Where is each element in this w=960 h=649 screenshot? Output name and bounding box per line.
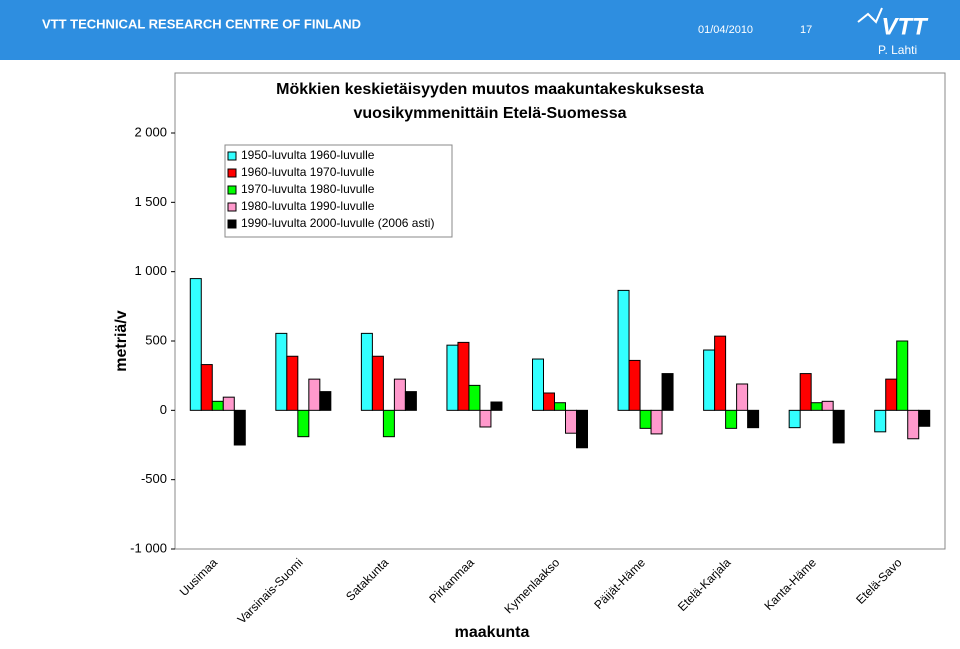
bar bbox=[714, 335, 727, 411]
bar bbox=[275, 332, 288, 411]
x-tick-label: Pirkanmaa bbox=[426, 555, 477, 606]
y-tick-label: 500 bbox=[145, 332, 167, 347]
bar bbox=[233, 409, 246, 446]
x-tick-label: Uusimaa bbox=[177, 555, 221, 599]
bar bbox=[810, 402, 823, 411]
bar bbox=[747, 409, 760, 429]
bar bbox=[832, 409, 845, 444]
bar bbox=[650, 409, 663, 435]
legend-swatch bbox=[227, 151, 237, 161]
bar bbox=[661, 373, 674, 411]
bar bbox=[821, 400, 834, 411]
x-tick-label: Etelä-Savo bbox=[853, 555, 905, 607]
legend-label: 1950-luvulta 1960-luvulle bbox=[241, 148, 375, 162]
bar bbox=[576, 409, 588, 449]
y-tick-label: -500 bbox=[141, 471, 167, 486]
bar bbox=[703, 349, 716, 411]
bar bbox=[222, 396, 235, 411]
chart-title: vuosikymmenittäin Etelä-Suomessa bbox=[354, 105, 627, 122]
bar bbox=[490, 401, 503, 411]
legend-label: 1960-luvulta 1970-luvulle bbox=[241, 165, 375, 179]
bar bbox=[885, 378, 898, 411]
bar bbox=[319, 391, 332, 411]
chart-frame bbox=[174, 72, 946, 550]
bar bbox=[565, 409, 577, 434]
bar bbox=[468, 384, 481, 411]
bar bbox=[382, 409, 395, 438]
bar bbox=[404, 391, 417, 411]
chart-title: Mökkien keskietäisyyden muutos maakuntak… bbox=[276, 81, 704, 98]
organization: VTT TECHNICAL RESEARCH CENTRE OF FINLAND bbox=[42, 16, 361, 31]
x-tick-label: Etelä-Karjala bbox=[675, 555, 734, 614]
legend-label: 1980-luvulta 1990-luvulle bbox=[241, 199, 375, 213]
bar bbox=[286, 355, 299, 411]
bar bbox=[617, 289, 630, 411]
logo: VTT bbox=[881, 13, 929, 40]
bar bbox=[189, 278, 202, 411]
bar bbox=[308, 378, 321, 411]
bar bbox=[360, 332, 373, 411]
bar bbox=[799, 373, 812, 411]
bar bbox=[639, 409, 652, 429]
legend-label: 1990-luvulta 2000-luvulle (2006 asti) bbox=[241, 216, 434, 230]
bar bbox=[874, 409, 887, 433]
x-tick-label: Satakunta bbox=[343, 555, 391, 603]
y-tick-label: 1 000 bbox=[134, 263, 167, 278]
logo-swoosh bbox=[857, 7, 883, 24]
bar bbox=[628, 359, 641, 411]
header-bar bbox=[0, 0, 960, 60]
author: P. Lahti bbox=[878, 43, 917, 57]
y-axis-label: metriä/v bbox=[113, 310, 130, 371]
bar bbox=[554, 402, 566, 411]
bar bbox=[479, 409, 492, 428]
y-tick-label: 0 bbox=[160, 402, 167, 417]
y-tick-label: 1 500 bbox=[134, 194, 167, 209]
page-number: 17 bbox=[800, 24, 812, 36]
legend-swatch bbox=[227, 185, 237, 195]
x-axis-label: maakunta bbox=[455, 624, 530, 641]
y-tick-label: -1 000 bbox=[130, 540, 167, 555]
date: 01/04/2010 bbox=[698, 24, 753, 36]
x-tick-label: Päijät-Häme bbox=[591, 555, 648, 612]
bar bbox=[543, 392, 555, 411]
x-tick-label: Varsinais-Suomi bbox=[235, 555, 306, 626]
bar bbox=[896, 340, 909, 411]
legend bbox=[224, 144, 453, 238]
bar bbox=[907, 409, 920, 440]
legend-swatch bbox=[227, 219, 237, 229]
bar bbox=[446, 344, 459, 411]
bar bbox=[371, 355, 384, 411]
x-tick-label: Kanta-Häme bbox=[761, 555, 819, 613]
bar bbox=[736, 383, 749, 411]
bar bbox=[211, 400, 224, 411]
bar bbox=[200, 364, 213, 411]
legend-swatch bbox=[227, 168, 237, 178]
legend-swatch bbox=[227, 202, 237, 212]
bar bbox=[918, 409, 931, 427]
bar bbox=[725, 409, 738, 429]
bar bbox=[532, 358, 544, 411]
legend-label: 1970-luvulta 1980-luvulle bbox=[241, 182, 375, 196]
bar bbox=[393, 378, 406, 411]
x-tick-label: Kymenlaakso bbox=[502, 555, 563, 616]
bar bbox=[457, 341, 470, 411]
bar bbox=[297, 409, 310, 438]
y-tick-label: 2 000 bbox=[134, 124, 167, 139]
bar bbox=[788, 409, 801, 429]
